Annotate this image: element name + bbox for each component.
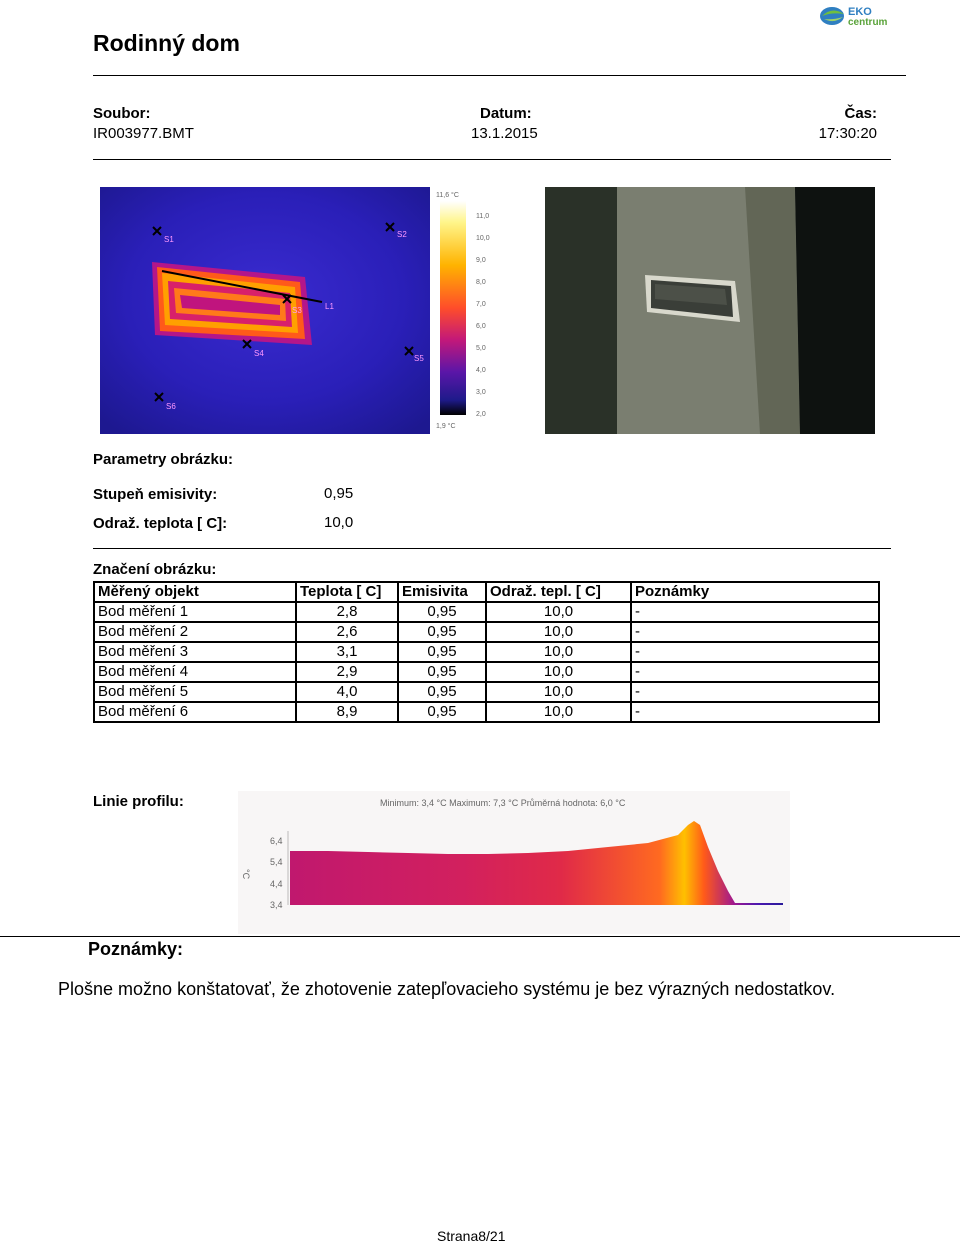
- scale-tick: 3,0: [476, 389, 486, 396]
- scale-tick: 8,0: [476, 279, 486, 286]
- marker-s6: S6: [166, 402, 176, 411]
- date-value: 13.1.2015: [471, 125, 538, 142]
- cell-object: Bod měření 3: [93, 641, 297, 663]
- profile-section-label: Linie profilu:: [93, 793, 184, 810]
- svg-text:EKO: EKO: [848, 6, 872, 18]
- scale-min: 1,9 °C: [436, 422, 456, 430]
- notes-divider: [0, 936, 960, 937]
- cell-refl-temp: 10,0: [485, 621, 632, 643]
- profile-unit: °C: [241, 869, 251, 880]
- cell-temperature: 8,9: [295, 701, 399, 723]
- cell-refl-temp: 10,0: [485, 601, 632, 623]
- scale-tick: 4,0: [476, 367, 486, 374]
- scale-tick: 9,0: [476, 257, 486, 264]
- cell-temperature: 4,0: [295, 681, 399, 703]
- cell-object: Bod měření 1: [93, 601, 297, 623]
- y-tick: 5,4: [270, 857, 283, 867]
- marker-s5: S5: [414, 354, 424, 363]
- table-header-row: Měřený objekt Teplota [ C] Emisivita Odr…: [93, 581, 880, 603]
- emissivity-label: Stupeň emisivity:: [93, 486, 218, 503]
- header-divider: [93, 75, 906, 76]
- cell-notes: -: [630, 601, 880, 623]
- table-row: Bod měření 2 2,6 0,95 10,0 -: [93, 621, 880, 643]
- cell-emissivity: 0,95: [397, 641, 487, 663]
- table-row: Bod měření 5 4,0 0,95 10,0 -: [93, 681, 880, 703]
- notes-text: Plošne možno konštatovať, že zhotovenie …: [58, 979, 836, 999]
- date-label: Datum:: [480, 105, 532, 122]
- measurement-table: Měřený objekt Teplota [ C] Emisivita Odr…: [93, 581, 880, 723]
- cell-notes: -: [630, 641, 880, 663]
- cell-refl-temp: 10,0: [485, 661, 632, 683]
- cell-object: Bod měření 4: [93, 661, 297, 683]
- info-divider: [93, 159, 891, 160]
- cell-emissivity: 0,95: [397, 621, 487, 643]
- cell-object: Bod měření 2: [93, 621, 297, 643]
- scale-tick: 7,0: [476, 301, 486, 308]
- profile-chart: Minimum: 3,4 °C Maximum: 7,3 °C Průměrná…: [238, 791, 790, 934]
- cell-refl-temp: 10,0: [485, 701, 632, 723]
- notes-title: Poznámky:: [88, 939, 184, 959]
- col-header-object: Měřený objekt: [93, 581, 297, 603]
- table-row: Bod měření 6 8,9 0,95 10,0 -: [93, 701, 880, 723]
- profile-stats: Minimum: 3,4 °C Maximum: 7,3 °C Průměrná…: [380, 798, 626, 808]
- thermal-image: S1 S2 S3 S4 S5 S6 L1 11,6 °C 1,9 °C 11,0…: [100, 187, 498, 434]
- cell-emissivity: 0,95: [397, 601, 487, 623]
- cell-emissivity: 0,95: [397, 701, 487, 723]
- cell-refl-temp: 10,0: [485, 681, 632, 703]
- eko-centrum-logo: EKO centrum: [818, 4, 910, 28]
- cell-temperature: 3,1: [295, 641, 399, 663]
- table-row: Bod měření 1 2,8 0,95 10,0 -: [93, 601, 880, 623]
- file-value: IR003977.BMT: [93, 125, 194, 142]
- profile-area: [290, 821, 783, 905]
- scale-tick: 5,0: [476, 345, 486, 352]
- page-number: Strana8/21: [437, 1228, 506, 1244]
- refl-temp-value: 10,0: [324, 514, 354, 531]
- page-title: Rodinný dom: [93, 30, 240, 56]
- cell-object: Bod měření 6: [93, 701, 297, 723]
- marker-s2: S2: [397, 230, 407, 239]
- y-tick: 4,4: [270, 879, 283, 889]
- svg-text:centrum: centrum: [848, 17, 888, 28]
- table-row: Bod měření 4 2,9 0,95 10,0 -: [93, 661, 880, 683]
- col-header-refl-temp: Odraž. tepl. [ C]: [485, 581, 632, 603]
- time-value: 17:30:20: [818, 125, 877, 142]
- cell-temperature: 2,8: [295, 601, 399, 623]
- col-header-notes: Poznámky: [630, 581, 880, 603]
- cell-temperature: 2,9: [295, 661, 399, 683]
- cell-emissivity: 0,95: [397, 681, 487, 703]
- time-label: Čas:: [844, 105, 877, 122]
- cell-object: Bod měření 5: [93, 681, 297, 703]
- visible-photo: [545, 187, 875, 434]
- y-tick: 6,4: [270, 836, 283, 846]
- cell-notes: -: [630, 661, 880, 683]
- marks-section-label: Značení obrázku:: [93, 561, 217, 578]
- scale-max: 11,6 °C: [436, 191, 459, 199]
- marker-s3: S3: [292, 306, 302, 315]
- scale-tick: 11,0: [476, 213, 489, 220]
- params-section-label: Parametry obrázku:: [93, 451, 234, 468]
- scale-tick: 10,0: [476, 235, 490, 242]
- file-label: Soubor:: [93, 105, 151, 122]
- line-l1-label: L1: [325, 302, 334, 311]
- cell-refl-temp: 10,0: [485, 641, 632, 663]
- col-header-emissivity: Emisivita: [397, 581, 487, 603]
- col-header-temperature: Teplota [ C]: [295, 581, 399, 603]
- table-row: Bod měření 3 3,1 0,95 10,0 -: [93, 641, 880, 663]
- params-divider: [93, 548, 891, 549]
- scale-tick: 6,0: [476, 323, 486, 330]
- cell-notes: -: [630, 701, 880, 723]
- cell-temperature: 2,6: [295, 621, 399, 643]
- scale-tick: 2,0: [476, 411, 486, 418]
- emissivity-value: 0,95: [324, 485, 354, 502]
- marker-s1: S1: [164, 235, 174, 244]
- marker-s4: S4: [254, 349, 264, 358]
- refl-temp-label: Odraž. teplota [ C]:: [93, 515, 228, 532]
- cell-emissivity: 0,95: [397, 661, 487, 683]
- y-tick: 3,4: [270, 900, 283, 910]
- cell-notes: -: [630, 681, 880, 703]
- cell-notes: -: [630, 621, 880, 643]
